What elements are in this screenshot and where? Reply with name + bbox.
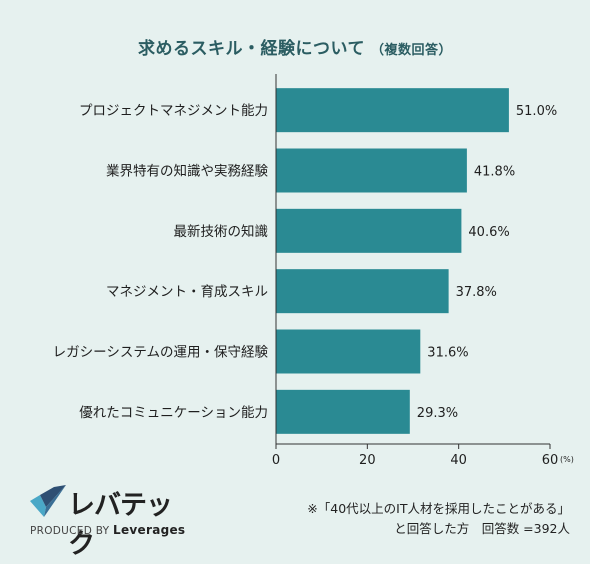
x-tick-label: 0 [272,453,280,468]
category-label: 最新技術の知識 [174,223,269,240]
bar [276,88,509,133]
category-label: 優れたコミュニケーション能力 [79,405,268,421]
category-label: マネジメント・育成スキル [106,284,268,300]
value-label: 37.8% [456,285,497,300]
x-tick-label: 40 [450,453,467,468]
category-label: 業界特有の知識や実務経験 [106,163,268,180]
levtech-logo: レバテック PRODUCED BY Leverages [28,483,188,560]
check-mark-icon [30,485,66,517]
bar [276,208,462,253]
x-tick-label: 20 [359,453,376,468]
category-label: レガシーシステムの運用・保守経験 [53,345,269,361]
chart-title: 求めるスキル・経験について （複数回答） [0,34,590,59]
footnote-line-1: ※「40代以上のIT人材を採用したことがある」 [307,501,570,516]
bar [276,148,467,193]
bar [276,329,421,374]
logo-tagline-brand: Leverages [113,523,186,537]
x-tick-label: 60 [542,453,559,468]
footnote-line-2: と回答した方 回答数 =392人 [394,521,570,536]
value-label: 40.6% [468,225,509,240]
value-label: 31.6% [427,346,468,361]
x-axis-unit: (%) [560,455,574,464]
value-label: 41.8% [474,165,515,180]
chart-title-main: 求めるスキル・経験について [137,39,365,59]
logo-tagline-prefix: PRODUCED BY [30,525,110,537]
bar-chart: プロジェクトマネジメント能力 51.0% 業界特有の知識や実務経験 41.8% 最新技術… [53,74,574,468]
value-label: 29.3% [417,406,458,421]
category-label: プロジェクトマネジメント能力 [79,103,268,119]
chart-subtitle: （複数回答） [370,43,452,58]
bar [276,269,449,314]
value-label: 51.0% [516,104,557,119]
logo-tagline: PRODUCED BY Leverages [30,523,185,537]
bar [276,389,410,434]
logo-wordmark: レバテック [68,490,173,560]
